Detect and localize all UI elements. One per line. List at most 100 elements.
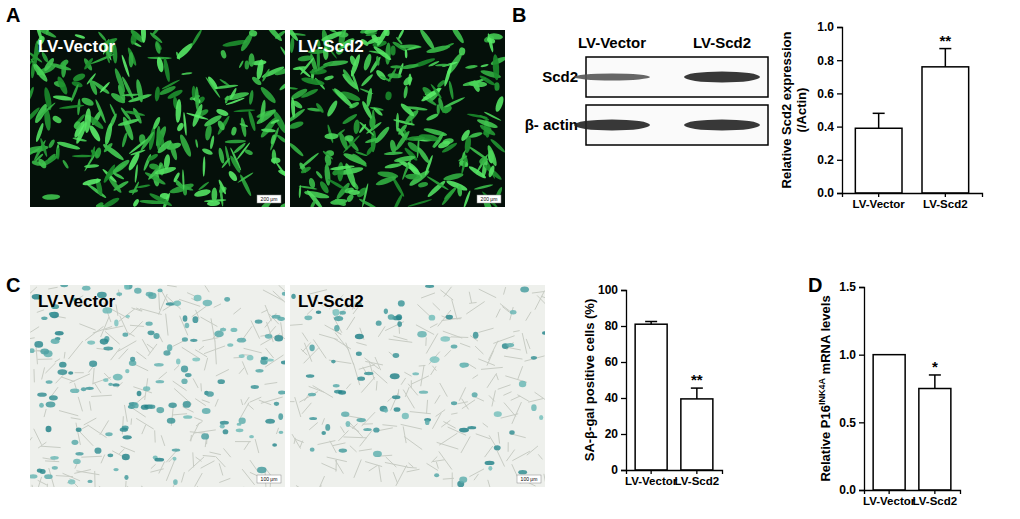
cell [190, 30, 203, 47]
cell-outline [296, 485, 304, 487]
cell-outline [79, 324, 95, 330]
y-axis-title-part: mRNA levels [818, 295, 833, 378]
cell [468, 165, 488, 180]
cell-outline [244, 348, 262, 353]
cell [443, 186, 458, 200]
y-tick: 0.0 [817, 186, 842, 200]
cell-outline [194, 430, 216, 433]
cell [483, 163, 504, 181]
y-axis-title: (/Actin) [794, 88, 809, 133]
cell [300, 165, 312, 174]
cell-outline [506, 450, 514, 462]
stained-cell [339, 311, 346, 315]
cell-outline [142, 425, 146, 434]
cell-outline [476, 434, 490, 439]
cell-outline [541, 296, 545, 304]
stained-cell [73, 459, 81, 464]
cell-outline [93, 368, 94, 384]
cell-outline [290, 324, 303, 325]
stained-cell [274, 335, 283, 341]
cell [325, 99, 339, 117]
cell-outline [329, 360, 351, 363]
y-tick-label: 1.0 [817, 20, 834, 34]
x-tick-label: LV-Scd2 [675, 475, 720, 487]
stained-cell [346, 421, 351, 427]
cell-outline [473, 375, 479, 379]
stained-cell [509, 430, 514, 434]
error-bar [939, 49, 951, 67]
cell-outline [343, 436, 366, 438]
cell [244, 149, 253, 156]
stained-cell [341, 412, 349, 418]
cell [290, 37, 295, 53]
y-tick: 60 [605, 355, 626, 369]
stained-cell [539, 415, 543, 420]
cell [300, 87, 319, 99]
panel-label: D [808, 274, 822, 296]
stained-cell [124, 285, 129, 290]
stained-cell [49, 395, 58, 400]
cell-outline [68, 341, 82, 359]
y-axis: 0.00.51.01.5 [839, 280, 864, 497]
stained-cell [181, 378, 187, 384]
stained-cell [316, 310, 322, 314]
image-background [30, 285, 285, 487]
cell-outline [240, 402, 249, 419]
stained-cell [192, 358, 200, 362]
cell-outline [125, 481, 126, 487]
stained-cell [156, 407, 164, 413]
y-tick-label: 80 [605, 319, 619, 333]
cell-outline [190, 423, 199, 441]
stained-cell [430, 356, 440, 363]
stained-cell [224, 297, 230, 302]
y-tick-label: 0 [611, 463, 618, 477]
cell [193, 188, 211, 198]
stained-cell [87, 340, 95, 344]
cell [324, 133, 338, 140]
stained-cell [85, 387, 94, 390]
cell [209, 135, 215, 149]
stained-cell [82, 286, 91, 291]
stained-cell [425, 285, 434, 288]
y-tick: 1.0 [817, 20, 842, 34]
cell [128, 189, 138, 194]
cell [365, 31, 377, 37]
y-tick-label: 1.5 [839, 280, 856, 294]
stained-cell [376, 321, 382, 326]
cell-outline [373, 370, 387, 383]
cell-outline [84, 418, 97, 425]
stained-cell [182, 337, 188, 341]
stained-cell [434, 473, 439, 477]
stained-cell [393, 353, 400, 358]
cell-outline [121, 446, 135, 452]
cell-outline [445, 350, 451, 356]
cell [443, 64, 453, 87]
cell [42, 194, 60, 200]
y-tick-mark [621, 398, 626, 399]
cell-outline [161, 435, 165, 446]
stained-cell [108, 383, 113, 386]
cell-outline [440, 290, 453, 300]
x-tick: LV-Scd2 [913, 490, 958, 507]
stained-cell [310, 448, 315, 452]
cell [488, 33, 503, 41]
cell [435, 64, 450, 67]
blot-band [574, 120, 650, 131]
cell [397, 30, 404, 39]
y-axis-title: Relative P16INK4A mRNA levels [817, 295, 833, 481]
cell [102, 196, 120, 207]
plot-area [635, 322, 713, 471]
cell [457, 185, 463, 197]
stained-cell [494, 445, 501, 450]
cell-outline [131, 418, 133, 424]
cell-outline [187, 293, 194, 296]
cell-outline [239, 368, 244, 374]
cell [469, 131, 483, 139]
cell [474, 184, 494, 191]
cell [310, 200, 317, 207]
cell-outline [492, 390, 496, 406]
cell-outline [203, 455, 215, 456]
cell-outline [192, 452, 194, 467]
stained-cell [398, 300, 405, 306]
cell [129, 52, 134, 67]
